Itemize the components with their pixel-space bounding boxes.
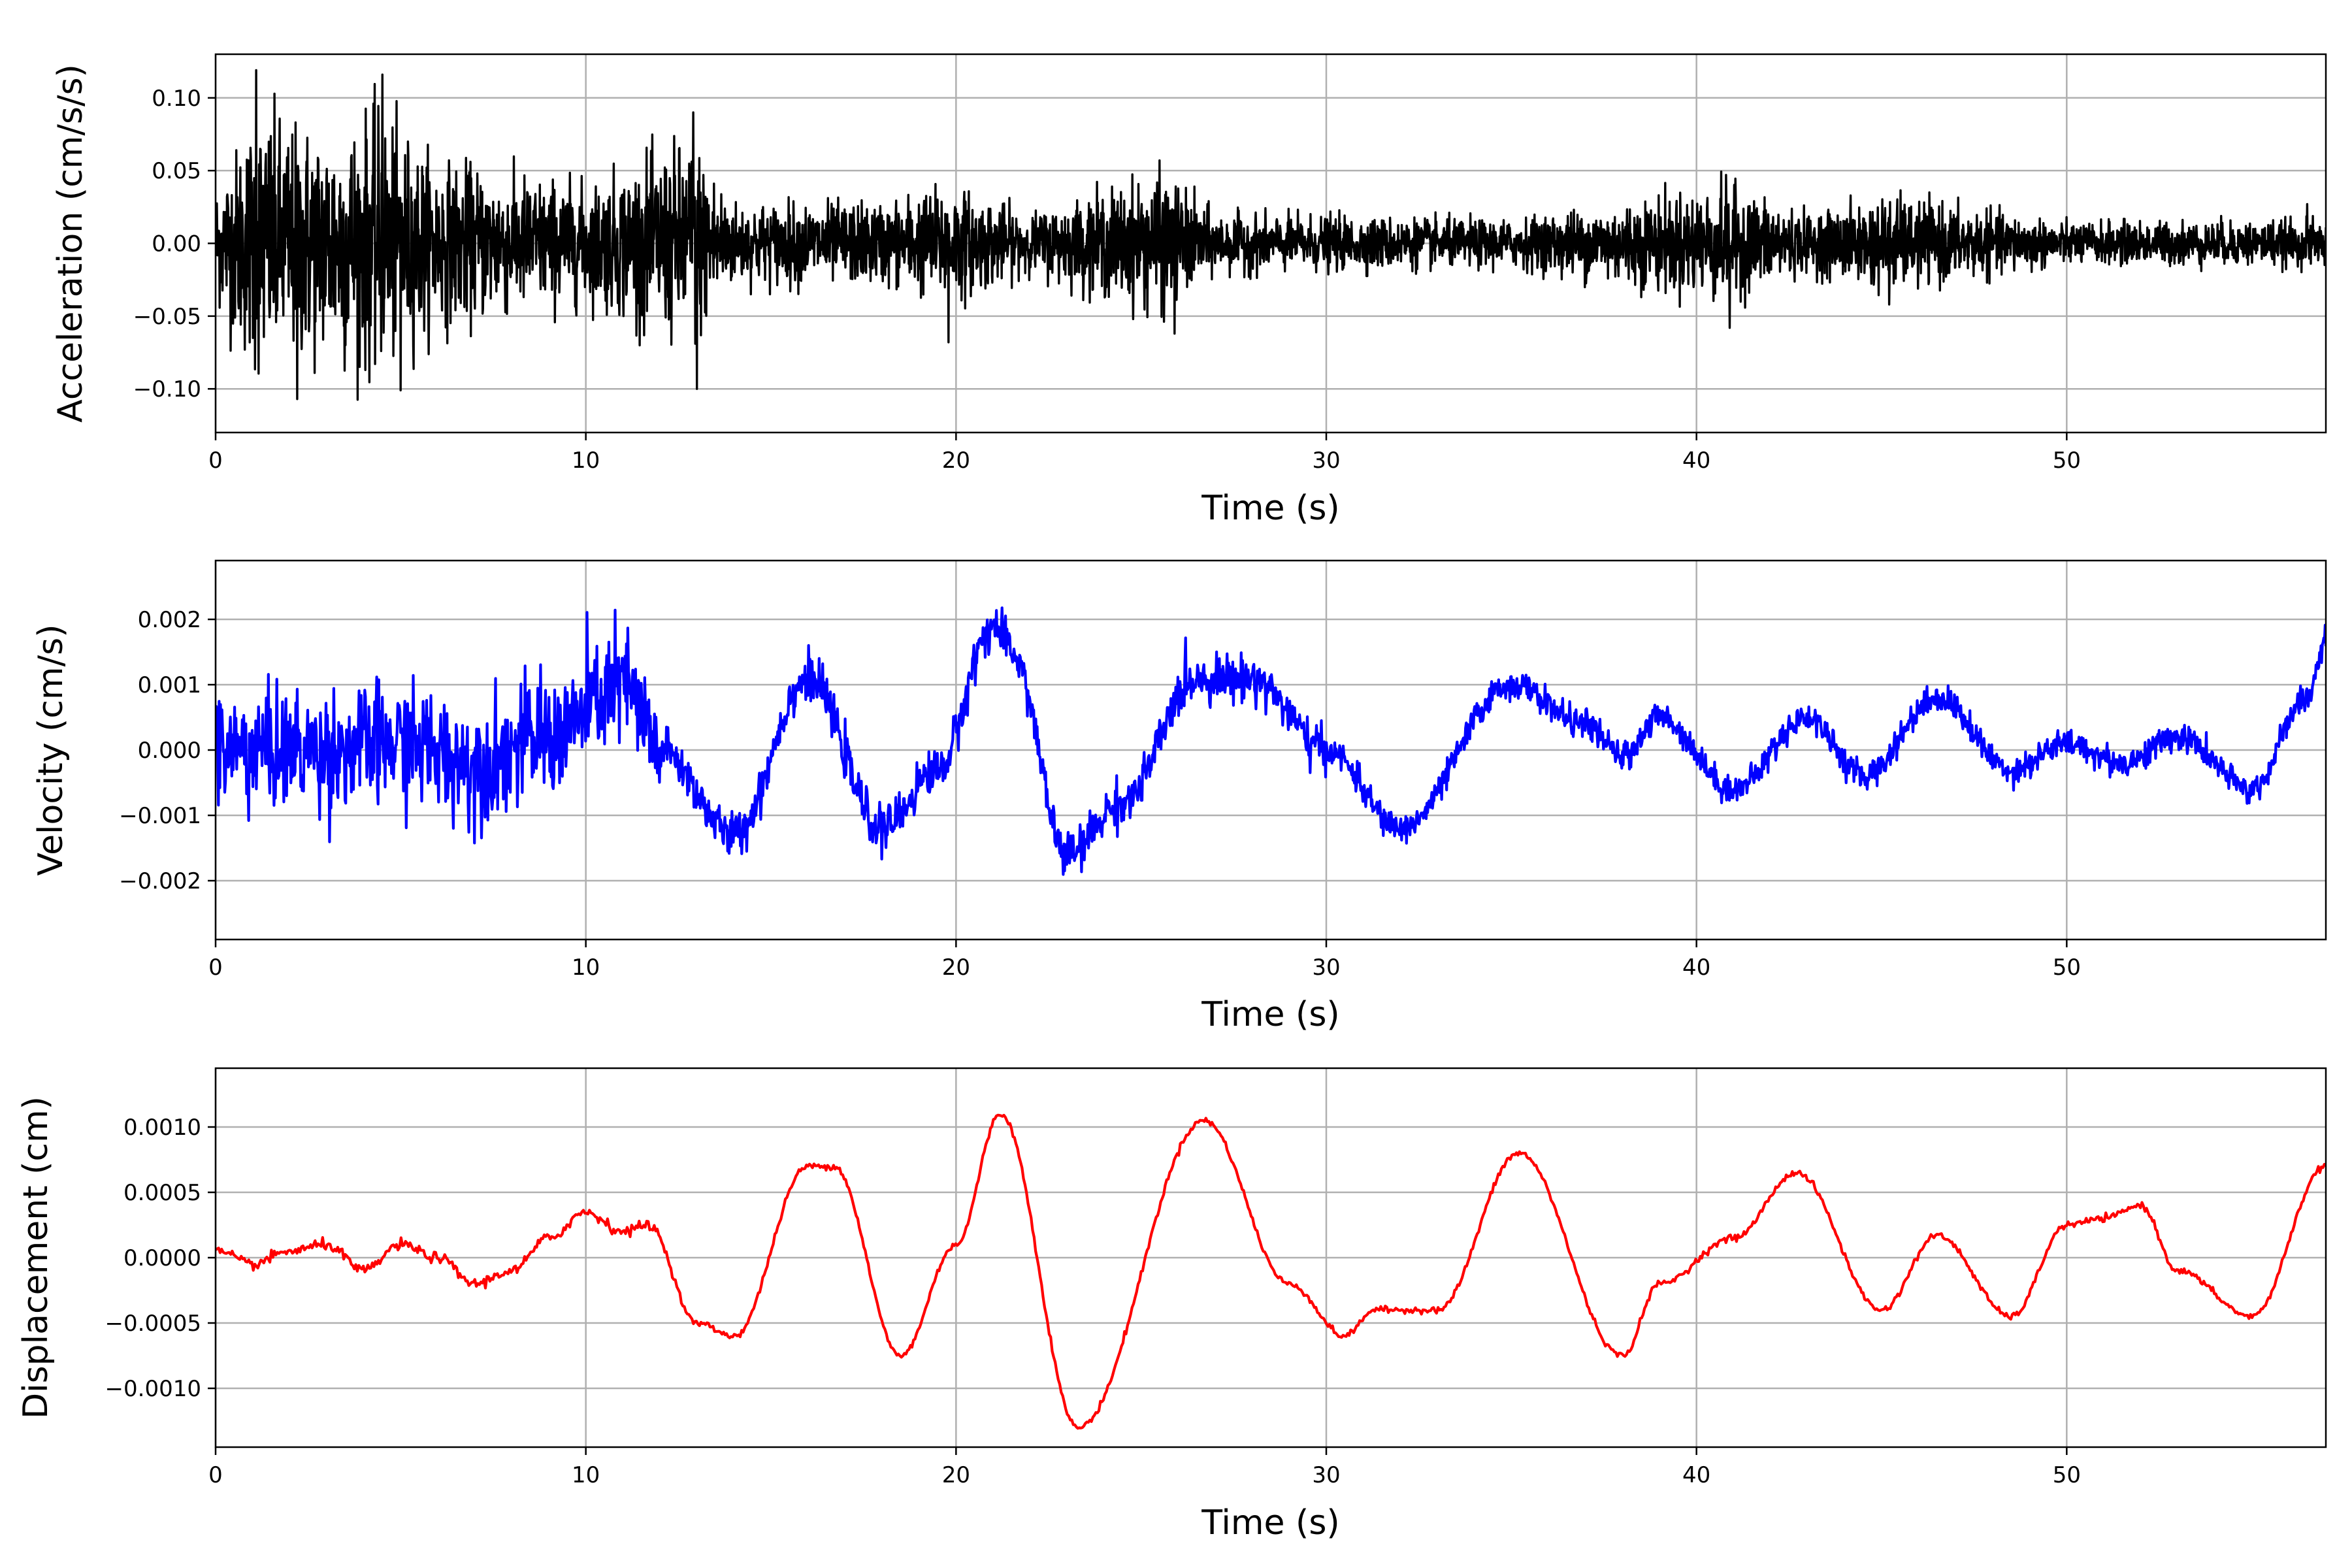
velocity-y-axis-label: Velocity (cm/s)	[31, 625, 71, 876]
displacement-x-tick-label: 10	[572, 1462, 600, 1488]
displacement-x-tick-label: 0	[208, 1462, 223, 1488]
velocity-x-tick-label: 20	[942, 955, 970, 981]
acceleration-x-tick-label: 20	[942, 448, 970, 474]
acceleration-y-tick-label: 0.05	[152, 158, 201, 184]
acceleration-series-line	[216, 69, 2326, 401]
displacement-y-tick-label: −0.0010	[105, 1376, 201, 1402]
acceleration-x-tick-label: 50	[2053, 448, 2081, 474]
displacement-x-tick-label: 50	[2053, 1462, 2081, 1488]
acceleration-y-tick-label: 0.00	[152, 231, 201, 257]
acceleration-x-tick-label: 40	[1682, 448, 1710, 474]
displacement-x-tick-label: 20	[942, 1462, 970, 1488]
velocity-x-tick-label: 0	[208, 955, 223, 981]
velocity-y-tick-label: −0.002	[119, 868, 201, 894]
velocity-y-tick-label: 0.001	[138, 672, 201, 698]
velocity-x-tick-label: 40	[1682, 955, 1710, 981]
acceleration-y-tick-label: 0.10	[152, 86, 201, 112]
displacement-x-tick-label: 30	[1312, 1462, 1340, 1488]
velocity-x-axis-label: Time (s)	[1201, 995, 1339, 1034]
velocity-x-tick-label: 30	[1312, 955, 1340, 981]
acceleration-panel: 0 10 20 30 40 50 −0.10 −0.05 0.00 0.05 0.10 Time (…	[51, 53, 2327, 528]
velocity-series-line	[216, 606, 2326, 876]
acceleration-y-tick-label: −0.05	[133, 304, 201, 330]
acceleration-y-tick-label: −0.10	[133, 376, 201, 402]
displacement-y-tick-label: 0.0010	[123, 1115, 201, 1141]
displacement-y-tick-label: −0.0005	[105, 1311, 201, 1337]
acceleration-x-tick-label: 10	[572, 448, 600, 474]
velocity-panel: 0 10 20 30 40 50 −0.002 −0.001 0.000 0.001 0.002 T…	[31, 559, 2327, 1034]
velocity-x-tick-label: 10	[572, 955, 600, 981]
displacement-y-axis-label: Displacement (cm)	[16, 1096, 56, 1419]
acceleration-y-axis-label: Acceleration (cm/s/s)	[51, 64, 90, 423]
velocity-y-tick-label: 0.000	[138, 738, 201, 764]
velocity-y-tick-label: 0.002	[138, 607, 201, 633]
displacement-series-line	[216, 1113, 2326, 1430]
velocity-y-tick-label: −0.001	[119, 803, 201, 829]
displacement-y-tick-label: 0.0005	[123, 1180, 201, 1206]
displacement-x-tick-label: 40	[1682, 1462, 1710, 1488]
displacement-y-tick-label: 0.0000	[123, 1245, 201, 1271]
displacement-panel: 0 10 20 30 40 50 −0.0010 −0.0005 0.0000 0.0005 0.0…	[16, 1067, 2327, 1543]
acceleration-x-tick-label: 0	[208, 448, 223, 474]
displacement-x-axis-label: Time (s)	[1201, 1503, 1339, 1543]
velocity-x-tick-label: 50	[2053, 955, 2081, 981]
acceleration-x-tick-label: 30	[1312, 448, 1340, 474]
acceleration-x-axis-label: Time (s)	[1201, 489, 1339, 528]
